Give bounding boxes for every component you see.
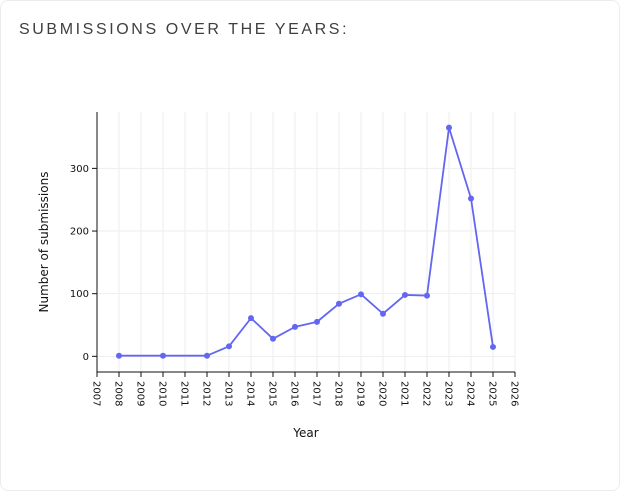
data-point xyxy=(270,335,276,342)
x-tick-label: 2022 xyxy=(421,381,432,406)
y-tick-label: 100 xyxy=(70,289,89,300)
x-tick-label: 2026 xyxy=(509,381,520,406)
x-tick-label: 2014 xyxy=(245,381,256,406)
tick-labels: 2007 2008 2009 2010 2011 2012 2013 2014 2015 2016… xyxy=(70,164,520,407)
data-point xyxy=(446,124,452,131)
x-tick-label: 2019 xyxy=(355,381,366,406)
data-point xyxy=(248,315,254,322)
x-tick-label: 2012 xyxy=(201,381,212,406)
x-tick-label: 2009 xyxy=(135,381,146,406)
data-point xyxy=(490,343,496,350)
data-point xyxy=(380,310,386,317)
x-tick-label: 2023 xyxy=(443,381,454,406)
data-point xyxy=(116,352,122,359)
axes xyxy=(92,112,516,377)
x-tick-label: 2011 xyxy=(179,381,190,406)
data-point xyxy=(226,343,232,350)
x-tick-label: 2024 xyxy=(465,381,476,406)
grid-lines xyxy=(97,112,516,372)
data-point xyxy=(358,291,364,298)
x-axis-title: Year xyxy=(292,426,318,440)
y-axis-title: Number of submissions xyxy=(37,172,51,313)
x-tick-label: 2017 xyxy=(311,381,322,406)
x-tick-label: 2025 xyxy=(487,381,498,406)
series-layer xyxy=(116,124,496,359)
y-tick-label: 300 xyxy=(70,164,89,175)
x-tick-label: 2020 xyxy=(377,381,388,406)
y-tick-label: 0 xyxy=(83,352,89,363)
x-tick-label: 2008 xyxy=(113,381,124,406)
x-tick-label: 2015 xyxy=(267,381,278,406)
data-point xyxy=(204,352,210,359)
series-line xyxy=(119,126,494,357)
x-tick-label: 2013 xyxy=(223,381,234,406)
y-tick-label: 200 xyxy=(70,227,89,238)
data-point xyxy=(402,291,408,298)
data-point xyxy=(468,195,474,202)
data-point xyxy=(424,292,430,299)
x-tick-label: 2010 xyxy=(157,381,168,406)
data-point xyxy=(314,318,320,325)
section-title: SUBMISSIONS OVER THE YEARS: xyxy=(19,21,350,38)
x-tick-label: 2016 xyxy=(289,381,300,406)
data-point xyxy=(292,323,298,330)
data-point xyxy=(160,352,166,359)
x-tick-label: 2021 xyxy=(399,381,410,406)
x-tick-label: 2007 xyxy=(91,381,102,406)
data-point xyxy=(336,300,342,307)
x-tick-label: 2018 xyxy=(333,381,344,406)
